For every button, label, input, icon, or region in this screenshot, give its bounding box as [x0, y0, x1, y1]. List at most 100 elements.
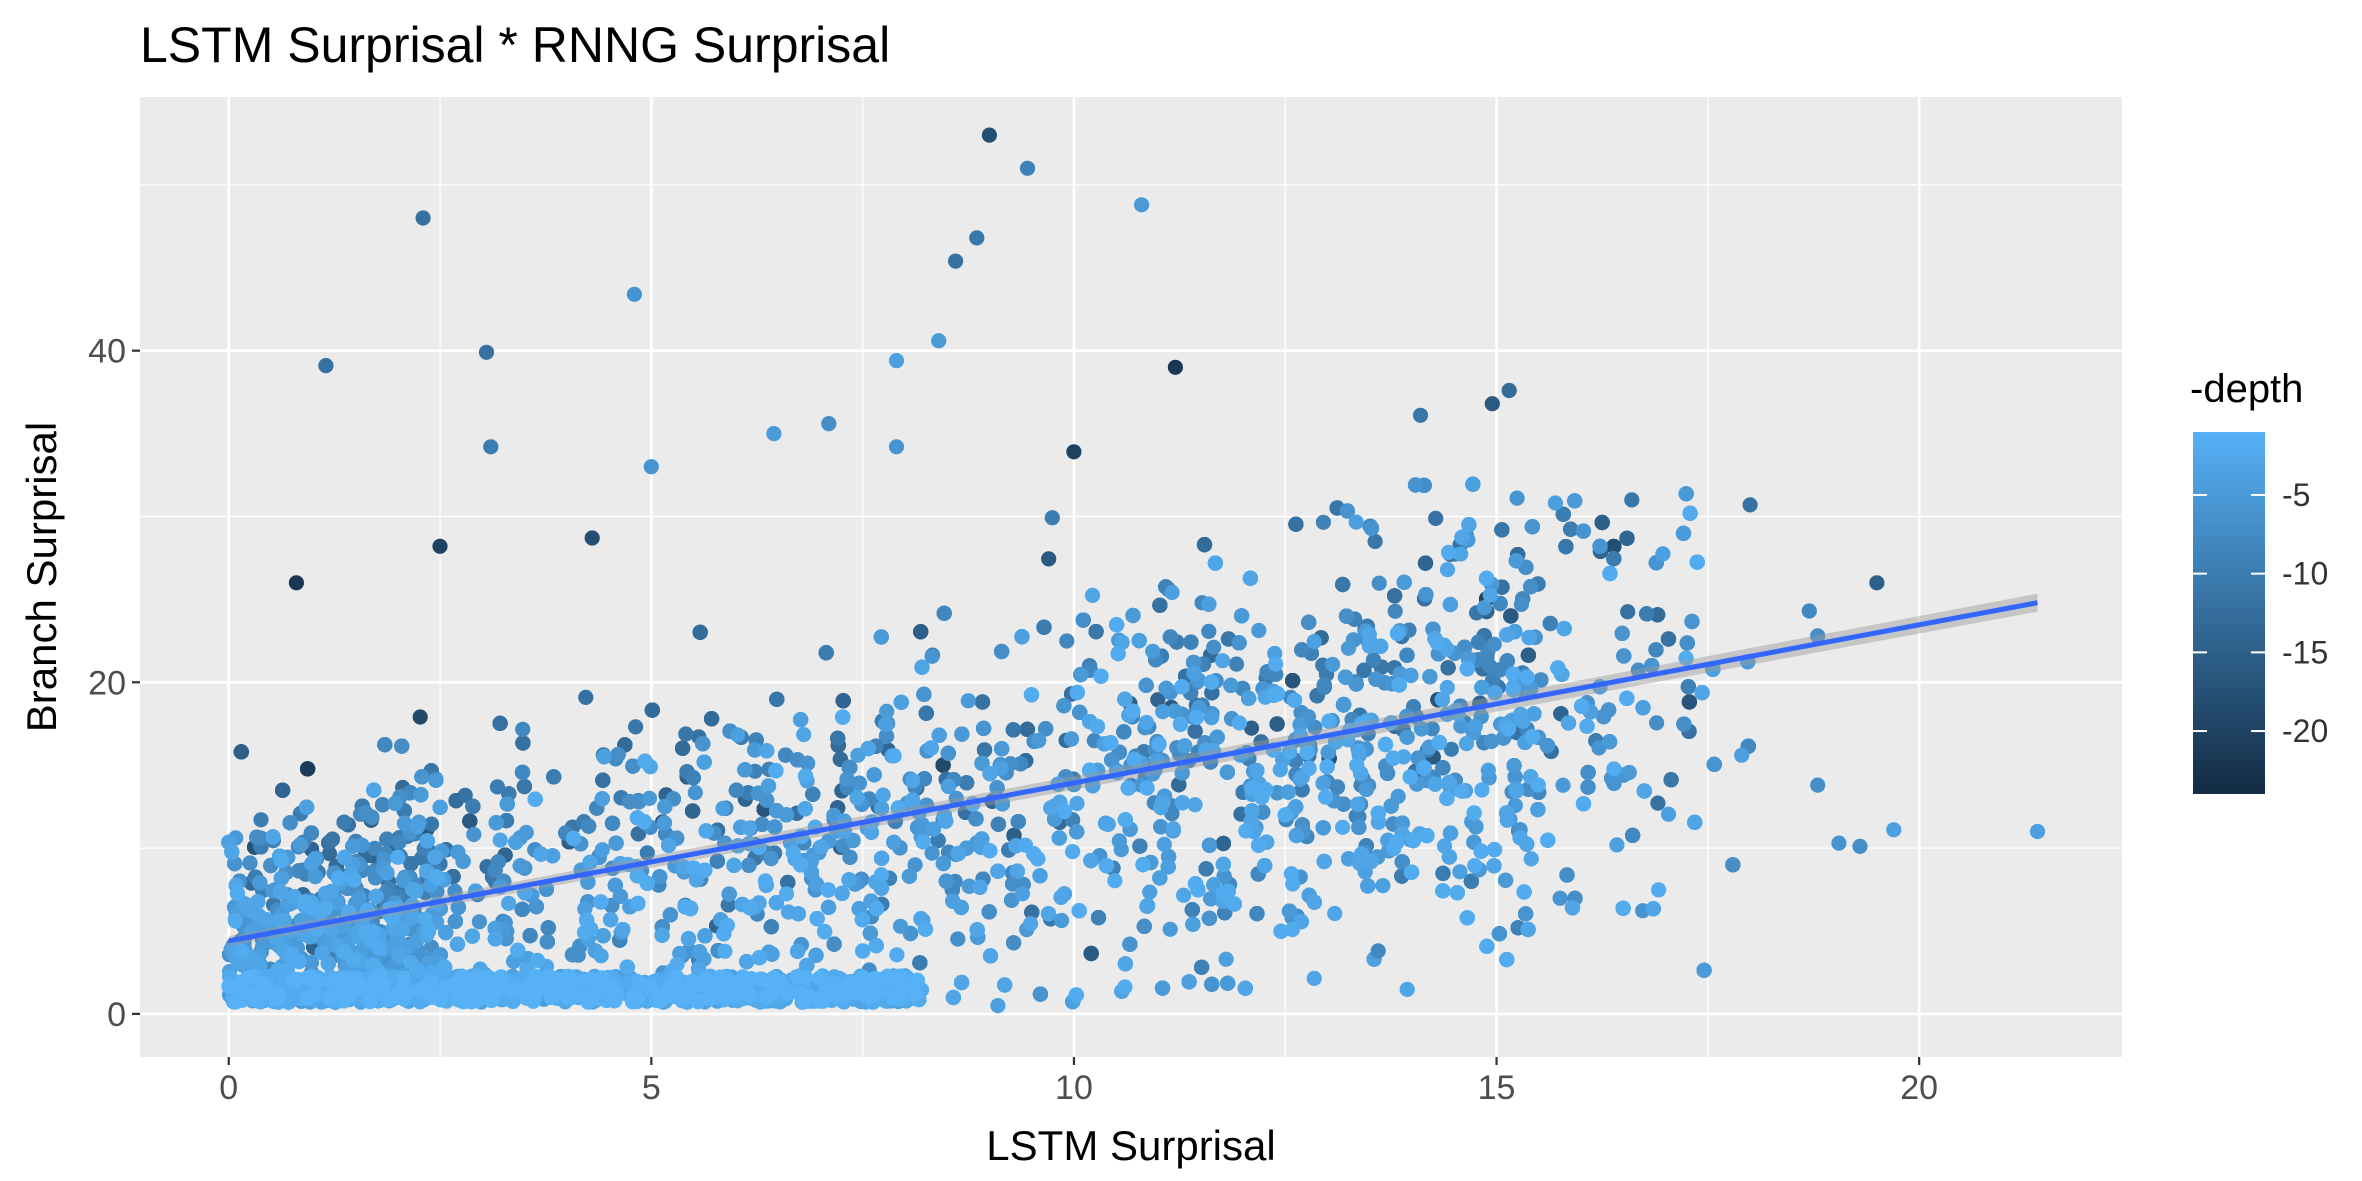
data-point — [1054, 912, 1070, 929]
data-point — [1424, 721, 1440, 737]
data-point — [1639, 606, 1655, 622]
data-point — [1706, 756, 1722, 773]
data-point — [695, 736, 711, 752]
data-point — [1083, 945, 1099, 962]
data-point — [1351, 819, 1367, 836]
data-point — [990, 816, 1007, 832]
data-point — [1075, 612, 1091, 628]
data-point — [364, 809, 380, 825]
data-point — [489, 779, 505, 795]
data-point — [936, 605, 952, 621]
data-point — [1171, 777, 1187, 793]
data-point — [630, 826, 647, 842]
data-point — [1435, 865, 1451, 882]
data-point — [913, 624, 929, 640]
data-point — [728, 782, 745, 798]
data-point — [1479, 649, 1495, 665]
data-point — [842, 849, 858, 865]
data-point — [924, 845, 940, 861]
data-point — [1443, 741, 1459, 757]
data-point — [1580, 779, 1596, 795]
data-point — [379, 831, 395, 847]
data-point — [1335, 576, 1351, 593]
data-point — [300, 761, 316, 777]
data-point — [1619, 530, 1635, 546]
data-point — [1440, 660, 1456, 676]
data-point — [1650, 795, 1666, 811]
data-point — [1024, 904, 1040, 920]
data-point — [303, 825, 319, 841]
data-point — [1601, 702, 1617, 718]
data-point — [1338, 608, 1355, 624]
data-point — [466, 826, 482, 843]
data-point — [1152, 597, 1168, 613]
data-point — [1660, 631, 1677, 647]
data-point — [1187, 723, 1203, 739]
data-point — [916, 771, 933, 787]
data-point — [1684, 613, 1700, 630]
data-point — [1486, 636, 1502, 652]
data-point — [471, 914, 487, 930]
data-point — [1435, 760, 1451, 776]
data-point — [918, 705, 934, 721]
data-point — [1407, 477, 1424, 493]
data-point — [1044, 510, 1060, 526]
data-point — [1132, 838, 1148, 854]
data-point — [1150, 692, 1166, 708]
data-point — [622, 794, 638, 810]
data-point — [1136, 918, 1152, 935]
data-point — [412, 709, 428, 725]
data-point — [1428, 510, 1444, 526]
data-point — [1518, 906, 1534, 922]
data-point — [841, 759, 857, 776]
data-point — [1351, 809, 1367, 825]
data-point — [492, 715, 508, 732]
data-point — [687, 785, 703, 801]
data-point — [1301, 614, 1317, 631]
data-point — [879, 703, 895, 720]
data-point — [1575, 523, 1591, 539]
data-point — [1019, 721, 1035, 738]
data-point — [336, 814, 352, 830]
data-point — [1679, 635, 1695, 651]
data-point — [704, 711, 720, 727]
data-point — [950, 931, 966, 947]
data-point — [403, 856, 419, 872]
data-point — [423, 816, 440, 832]
data-point — [625, 758, 641, 774]
data-point — [1325, 656, 1341, 673]
data-point — [1194, 959, 1210, 975]
data-point — [994, 643, 1010, 660]
data-point — [763, 919, 779, 935]
data-point — [1558, 539, 1574, 555]
data-point — [709, 853, 726, 869]
data-point — [1417, 555, 1434, 571]
data-point — [1625, 827, 1641, 844]
data-point — [1315, 514, 1331, 530]
data-point — [1463, 873, 1479, 889]
data-point — [685, 803, 701, 819]
data-point — [1145, 643, 1161, 659]
data-point — [394, 738, 410, 754]
data-point — [595, 772, 611, 788]
data-point — [1725, 857, 1741, 873]
data-point — [1005, 722, 1022, 738]
data-point — [414, 769, 430, 785]
data-point — [1533, 672, 1549, 688]
grid-minor — [140, 97, 2122, 1057]
data-point — [1006, 935, 1022, 951]
data-point — [1243, 720, 1260, 736]
data-point — [516, 778, 533, 795]
data-point — [233, 744, 249, 760]
data-point — [1650, 607, 1666, 623]
data-point — [1198, 861, 1214, 877]
data-point — [1088, 624, 1104, 640]
data-point — [1387, 603, 1403, 619]
data-point — [1036, 619, 1052, 635]
data-point — [778, 747, 794, 763]
data-point — [1649, 715, 1665, 731]
data-point — [1616, 648, 1632, 664]
data-point — [324, 831, 340, 847]
data-point — [522, 928, 538, 944]
